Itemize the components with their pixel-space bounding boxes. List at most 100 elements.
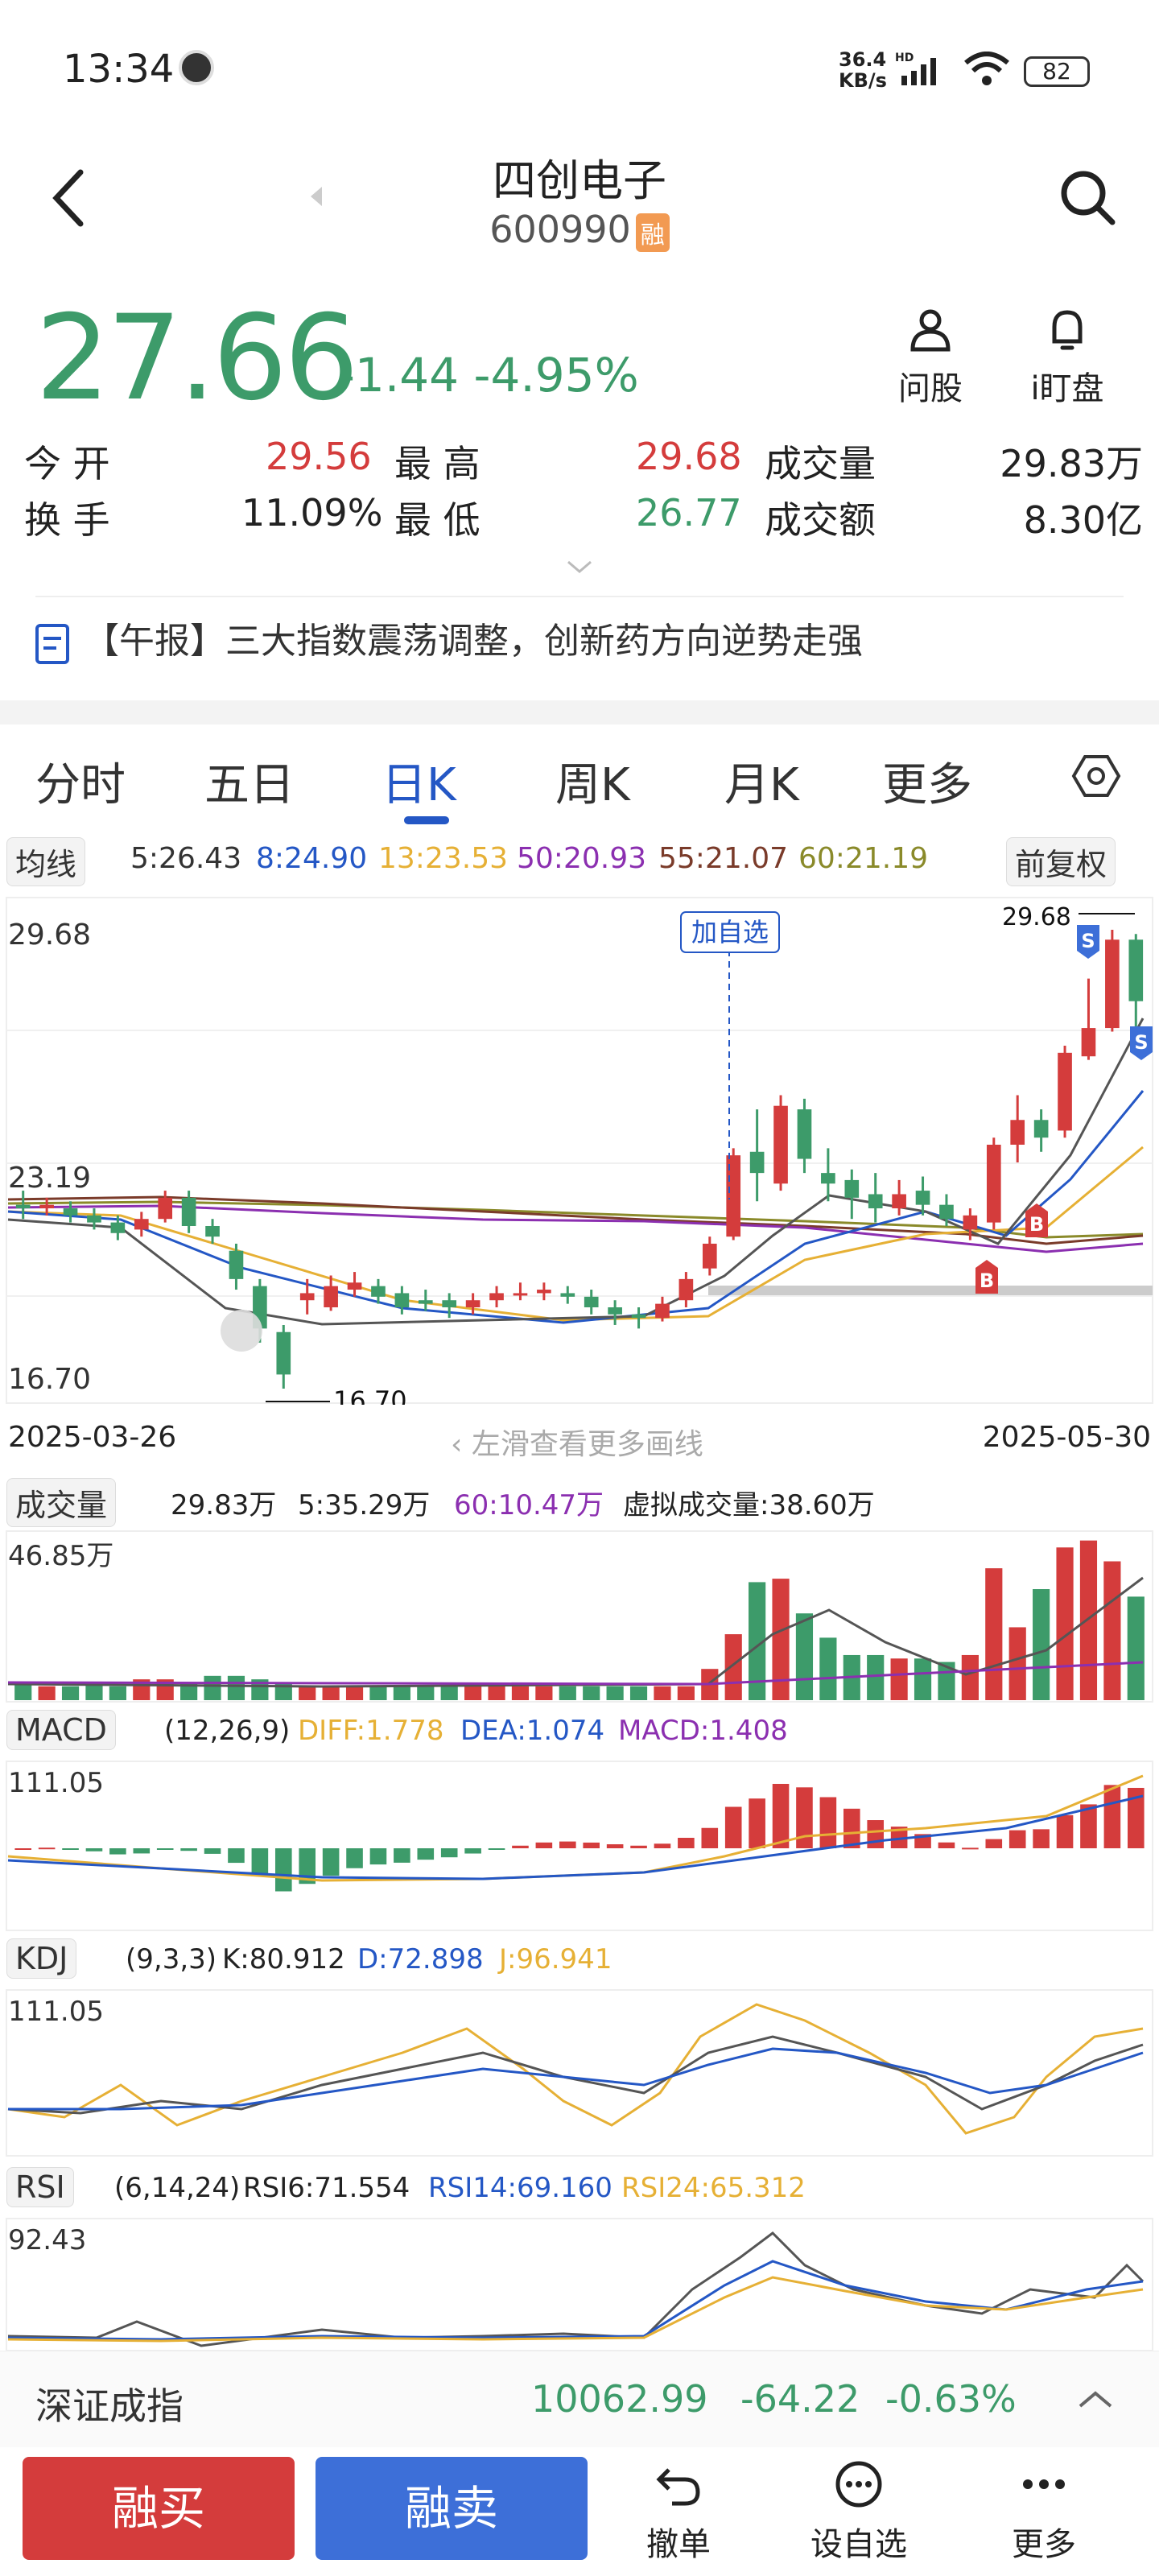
margin-buy-button[interactable]: 融买 xyxy=(23,2457,295,2560)
macd-bar xyxy=(228,1848,245,1864)
news-ticker[interactable]: 【午报】三大指数震荡调整，创新药方向逆势走强 xyxy=(32,612,863,666)
high-label: 最 高 xyxy=(394,442,481,485)
tab-more[interactable]: 更多 xyxy=(882,759,972,811)
macd-bar xyxy=(62,1848,79,1850)
macd-selector[interactable]: MACD xyxy=(6,1710,116,1750)
macd-bar xyxy=(1033,1829,1050,1848)
add-watch-box[interactable] xyxy=(680,911,780,953)
volume-bar xyxy=(535,1686,553,1700)
candle-body xyxy=(276,1331,291,1375)
prev-stock-icon[interactable] xyxy=(306,182,325,211)
reversal-badge xyxy=(221,1310,262,1352)
macd-params: (12,26,9) xyxy=(164,1715,291,1747)
svg-text:B: B xyxy=(980,1269,994,1292)
rsi-params: (6,14,24) xyxy=(114,2172,241,2204)
add-watch-button[interactable]: 设自选 xyxy=(798,2458,919,2565)
stock-code-text: 600990 xyxy=(489,208,631,251)
tab-intraday[interactable]: 分时 xyxy=(35,759,126,811)
turnover-value: 11.09% xyxy=(241,491,383,535)
volume-bar xyxy=(61,1686,80,1700)
candle-body xyxy=(110,1222,126,1233)
news-icon xyxy=(35,624,69,664)
index-bar[interactable]: 深证成指 10062.99 -64.22 -0.63% xyxy=(0,2351,1159,2447)
candle-body xyxy=(986,1144,1001,1223)
volume-ma60: 60:10.47万 xyxy=(454,1489,604,1521)
volume-selector[interactable]: 成交量 xyxy=(6,1478,117,1527)
candle-body xyxy=(655,1303,670,1319)
ma8-value: 8:24.90 xyxy=(256,842,368,875)
macd-chart[interactable]: 111.05 xyxy=(0,1760,1159,1932)
macd-dea: DEA:1.074 xyxy=(460,1715,605,1747)
macd-bar xyxy=(654,1843,671,1848)
kdj-d: D:72.898 xyxy=(357,1943,484,1975)
active-tab-indicator xyxy=(404,816,449,824)
candle-body xyxy=(939,1204,954,1220)
volume-bar xyxy=(1079,1540,1098,1700)
candle-body xyxy=(299,1293,315,1301)
watch-button[interactable]: i盯盘 xyxy=(1011,306,1124,409)
rsi-selector[interactable]: RSI xyxy=(6,2167,74,2207)
macd-bar xyxy=(890,1827,908,1848)
settings-hex-icon[interactable] xyxy=(1070,750,1122,802)
macd-bar xyxy=(251,1848,269,1876)
svg-text:HD: HD xyxy=(895,52,914,64)
candlestick-chart[interactable]: 29.68 23.19 16.70 加自选 29.68 16.70 S S B … xyxy=(0,890,1159,1405)
volume-bar xyxy=(299,1686,316,1700)
kdj-chart[interactable]: 111.05 xyxy=(0,1988,1159,2157)
macd-bars-group xyxy=(14,1784,1145,1892)
cancel-order-button[interactable]: 撤单 xyxy=(618,2458,739,2565)
ma-selector[interactable]: 均线 xyxy=(6,837,86,886)
candle-body xyxy=(347,1282,362,1290)
tab-weekly-k[interactable]: 周K xyxy=(555,759,630,811)
candle-body xyxy=(773,1105,788,1184)
price-grid xyxy=(6,897,1153,1404)
net-speed: 36.4 xyxy=(839,48,887,71)
page-title: 四创电子 xyxy=(493,155,666,206)
more-button[interactable]: 更多 xyxy=(984,2458,1104,2565)
macd-bar xyxy=(749,1798,765,1848)
rsi-chart[interactable]: 92.43 xyxy=(0,2217,1159,2351)
index-value: 10062.99 xyxy=(531,2377,708,2421)
volume-bar xyxy=(1103,1561,1121,1700)
candle-body xyxy=(324,1286,338,1307)
macd-bar xyxy=(867,1820,885,1848)
kdj-selector[interactable]: KDJ xyxy=(6,1938,77,1979)
macd-diff: DIFF:1.778 xyxy=(298,1715,444,1747)
tab-five-day[interactable]: 五日 xyxy=(204,759,295,811)
margin-sell-button[interactable]: 融卖 xyxy=(316,2457,588,2560)
tab-monthly-k[interactable]: 月K xyxy=(724,759,799,811)
candle-body xyxy=(844,1179,860,1198)
macd-bar xyxy=(559,1841,576,1848)
rsi14: RSI14:69.160 xyxy=(428,2172,612,2204)
end-date: 2025-05-30 xyxy=(982,1421,1151,1454)
low-value: 26.77 xyxy=(636,491,742,535)
wifi-icon xyxy=(964,52,1009,85)
high-value: 29.68 xyxy=(636,435,742,478)
search-icon[interactable] xyxy=(1056,166,1120,230)
rsi6-line xyxy=(7,2231,1145,2347)
macd-bar xyxy=(38,1847,56,1850)
expand-chevron-icon[interactable] xyxy=(563,557,596,576)
add-watch-label[interactable]: 加自选 xyxy=(691,917,769,947)
macd-bar xyxy=(274,1848,292,1892)
adjust-selector[interactable]: 前复权 xyxy=(1006,837,1116,886)
candle-body xyxy=(821,1173,835,1184)
macd-bar xyxy=(985,1839,1003,1848)
macd-bar xyxy=(156,1848,174,1850)
ask-stock-button[interactable]: 问股 xyxy=(874,306,987,409)
candle-body xyxy=(584,1296,599,1307)
svg-text:S: S xyxy=(1081,930,1095,952)
bell-icon xyxy=(1052,310,1083,350)
bottom-action-bar: 融买 融卖 撤单 设自选 更多 xyxy=(0,2447,1159,2576)
kdj-k-line xyxy=(7,2035,1144,2115)
y-mid-label: 23.19 xyxy=(8,1162,91,1195)
candle-body xyxy=(678,1278,694,1301)
volume-chart[interactable]: 46.85万 xyxy=(0,1530,1159,1703)
amount-label: 成交额 xyxy=(765,498,876,542)
macd-bar xyxy=(1080,1804,1097,1848)
volume-bar xyxy=(867,1654,885,1700)
chevron-up-icon[interactable] xyxy=(1075,2387,1116,2411)
tab-daily-k[interactable]: 日K xyxy=(382,759,456,811)
back-icon[interactable] xyxy=(45,166,93,230)
volume-bar xyxy=(985,1568,1003,1700)
